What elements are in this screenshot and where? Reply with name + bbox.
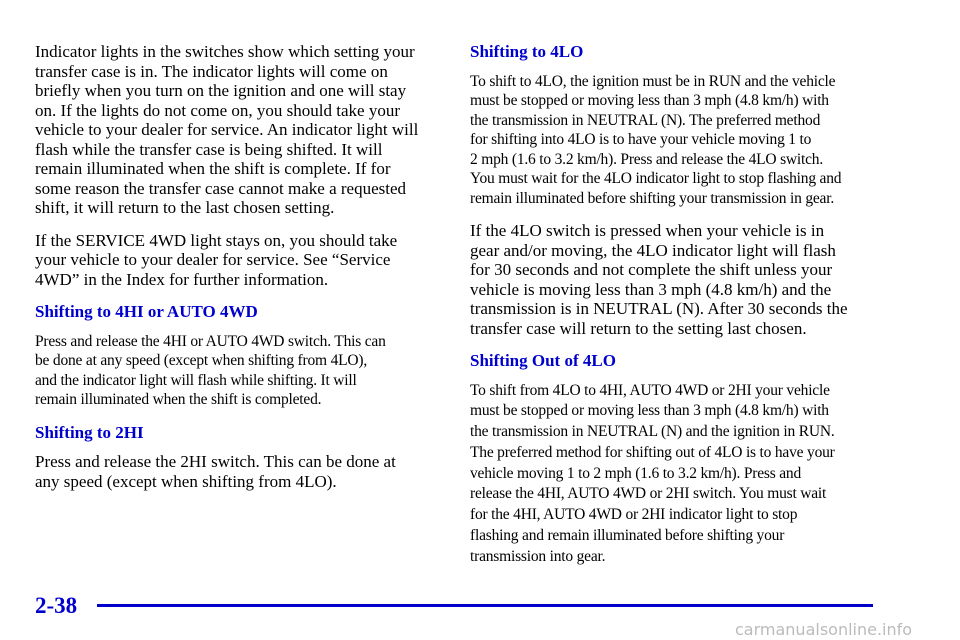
text-line: transmission into gear. xyxy=(470,547,606,565)
page-number: 2-38 xyxy=(35,593,78,618)
paragraph: To shift to 4LO, the ignition must be in… xyxy=(470,72,890,209)
text-line: the transmission in NEUTRAL (N) and the … xyxy=(470,423,835,441)
text-line: briefly when you turn on the ignition an… xyxy=(35,81,407,100)
text-line: and the indicator light will flash while… xyxy=(35,371,357,389)
text-line: The preferred method for shifting out of… xyxy=(470,443,835,461)
text-line: You must wait for the 4LO indicator ligh… xyxy=(470,170,842,187)
text-line: transfer case will return to the setting… xyxy=(470,318,807,338)
text-line: for 30 seconds and not complete the shif… xyxy=(470,260,833,279)
text-line: the transmission in NEUTRAL (N). The pre… xyxy=(470,111,821,129)
paragraph: Indicator lights in the switches show wh… xyxy=(35,42,445,218)
text-line: some reason the transfer case cannot mak… xyxy=(35,178,406,198)
text-line: 2 mph (1.6 to 3.2 km/h). Press and relea… xyxy=(470,150,824,168)
text-line: vehicle is moving less than 3 mph (4.8 k… xyxy=(470,279,832,299)
paragraph: To shift from 4LO to 4HI, AUTO 4WD or 2H… xyxy=(470,381,890,568)
section-heading: Shifting Out of 4LO xyxy=(470,351,616,370)
text-line: for shifting into 4LO is to have your ve… xyxy=(470,131,812,148)
text-line: any speed (except when shifting from 4LO… xyxy=(35,471,337,491)
text-line: transmission is in NEUTRAL (N). After 30… xyxy=(470,299,848,318)
text-line: If the SERVICE 4WD light stays on, you s… xyxy=(35,230,398,250)
text-line: vehicle to your dealer for service. An i… xyxy=(35,120,419,139)
text-line: must be stopped or moving less than 3 mp… xyxy=(470,92,829,109)
text-line: for the 4HI, AUTO 4WD or 2HI indicator l… xyxy=(470,506,798,524)
section-heading: Shifting to 4LO xyxy=(470,42,584,61)
text-line: on. If the lights do not come on, you sh… xyxy=(35,100,400,120)
text-line: flash while the transfer case is being s… xyxy=(35,139,383,159)
paragraph: If the SERVICE 4WD light stays on, you s… xyxy=(35,231,445,290)
text-line: Indicator lights in the switches show wh… xyxy=(35,42,415,61)
text-line: remain illuminated when the shift is com… xyxy=(35,391,322,408)
section-heading: Shifting to 2HI xyxy=(35,422,144,442)
text-line: Press and release the 4HI or AUTO 4WD sw… xyxy=(35,332,386,350)
text-line: be done at any speed (except when shifti… xyxy=(35,352,368,369)
text-line: your vehicle to your dealer for service.… xyxy=(35,250,391,269)
paragraph: Press and release the 2HI switch. This c… xyxy=(35,452,445,491)
section-heading: Shifting to 4HI or AUTO 4WD xyxy=(35,302,258,321)
text-line: flashing and remain illuminated before s… xyxy=(470,527,785,545)
text-line: must be stopped or moving less than 3 mp… xyxy=(470,402,829,420)
text-line: remain illuminated before shifting your … xyxy=(470,189,835,207)
text-line: release the 4HI, AUTO 4WD or 2HI switch.… xyxy=(470,485,827,503)
text-line: To shift from 4LO to 4HI, AUTO 4WD or 2H… xyxy=(470,381,830,399)
text-line: Press and release the 2HI switch. This c… xyxy=(35,452,396,471)
text-line: shift, it will return to the last chosen… xyxy=(35,198,335,217)
text-line: transfer case is in. The indicator light… xyxy=(35,61,388,81)
right-column: Shifting to 4LO To shift to 4LO, the igni… xyxy=(470,42,890,581)
text-line: To shift to 4LO, the ignition must be in… xyxy=(470,72,836,90)
text-line: If the 4LO switch is pressed when your v… xyxy=(470,221,825,240)
paragraph: Press and release the 4HI or AUTO 4WD sw… xyxy=(35,332,445,410)
watermark: carmanualsonline.info xyxy=(735,620,913,639)
paragraph: If the 4LO switch is pressed when your v… xyxy=(470,221,890,338)
left-column: Indicator lights in the switches show wh… xyxy=(35,42,445,504)
footer-rule xyxy=(97,604,873,607)
text-line: gear and/or moving, the 4LO indicator li… xyxy=(470,240,836,260)
text-line: vehicle moving 1 to 2 mph (1.6 to 3.2 km… xyxy=(470,464,802,482)
text-line: 4WD” in the Index for further informatio… xyxy=(35,269,329,289)
text-line: remain illuminated when the shift is com… xyxy=(35,159,391,178)
